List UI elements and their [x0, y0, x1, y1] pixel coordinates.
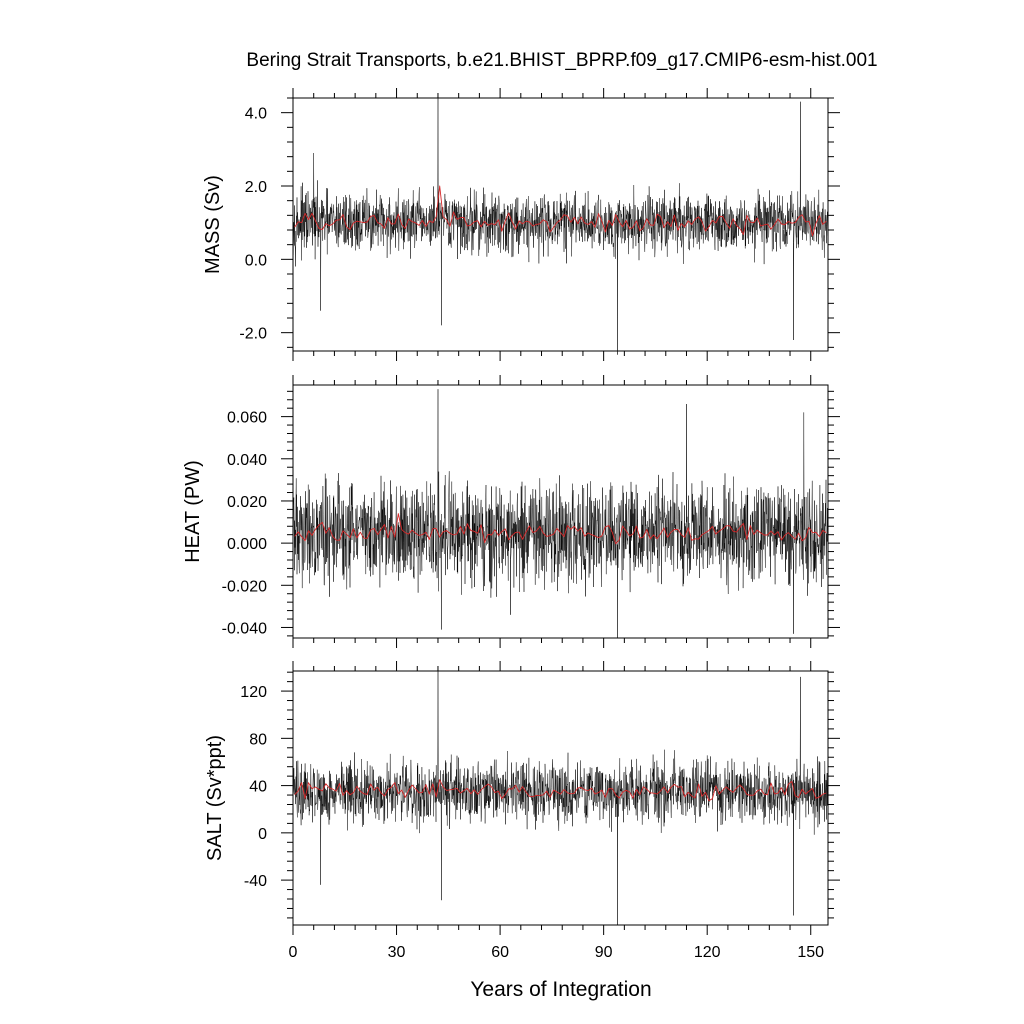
plot-frame-mass — [292, 97, 829, 352]
panels: -2.0 0.0 2.0 4.0 MASS (Sv) -0.040 -0.020 0.000 0… — [182, 88, 840, 961]
y-axis-label: MASS (Sv) — [202, 175, 224, 274]
y-tick-label: 40 — [249, 779, 267, 796]
y-tick-label: 0 — [258, 826, 267, 843]
series-annual-salt — [294, 779, 827, 802]
x-tick-label: 90 — [595, 944, 613, 961]
x-tick-label: 120 — [694, 944, 721, 961]
y-tick-label: 0.040 — [227, 452, 267, 469]
y-tick-label: 0.020 — [227, 494, 267, 511]
y-tick-label: -2.0 — [239, 326, 267, 343]
x-tick-label: 30 — [388, 944, 406, 961]
series-monthly-salt — [292, 670, 828, 926]
x-axis-label: Years of Integration — [470, 978, 651, 1001]
y-tick-label: -0.020 — [222, 578, 267, 595]
plot-frame-heat — [292, 384, 829, 639]
y-axis-label: SALT (Sv*ppt) — [204, 735, 226, 861]
panel-mass: -2.0 0.0 2.0 4.0 MASS (Sv) — [202, 88, 840, 361]
x-tick-label: 60 — [491, 944, 509, 961]
y-axis-label: HEAT (PW) — [182, 460, 204, 563]
series-annual-mass — [294, 185, 827, 237]
plot-frame-salt — [292, 670, 829, 926]
y-tick-label: 80 — [249, 731, 267, 748]
y-tick-label: 4.0 — [245, 106, 267, 123]
panel-salt: 0 30 60 90 120 150 -40 0 40 80 120 SALT (Sv*ppt) — [204, 661, 840, 961]
series-monthly-mass — [292, 97, 828, 355]
chart-title: Bering Strait Transports, b.e21.BHIST_BP… — [246, 50, 877, 71]
y-tick-label: 0.0 — [245, 252, 267, 269]
y-tick-label: 120 — [240, 684, 267, 701]
y-tick-label: 2.0 — [245, 179, 267, 196]
series-annual-heat — [294, 513, 827, 545]
y-tick-label: -0.040 — [222, 620, 267, 637]
series-monthly-heat — [292, 388, 828, 639]
x-tick-label: 0 — [289, 944, 298, 961]
y-tick-label: -40 — [244, 873, 267, 890]
panel-heat: -0.040 -0.020 0.000 0.020 0.040 0.060 HEAT (PW… — [182, 375, 840, 648]
x-tick-label: 150 — [797, 944, 824, 961]
y-tick-label: 0.060 — [227, 410, 267, 427]
y-tick-label: 0.000 — [227, 536, 267, 553]
